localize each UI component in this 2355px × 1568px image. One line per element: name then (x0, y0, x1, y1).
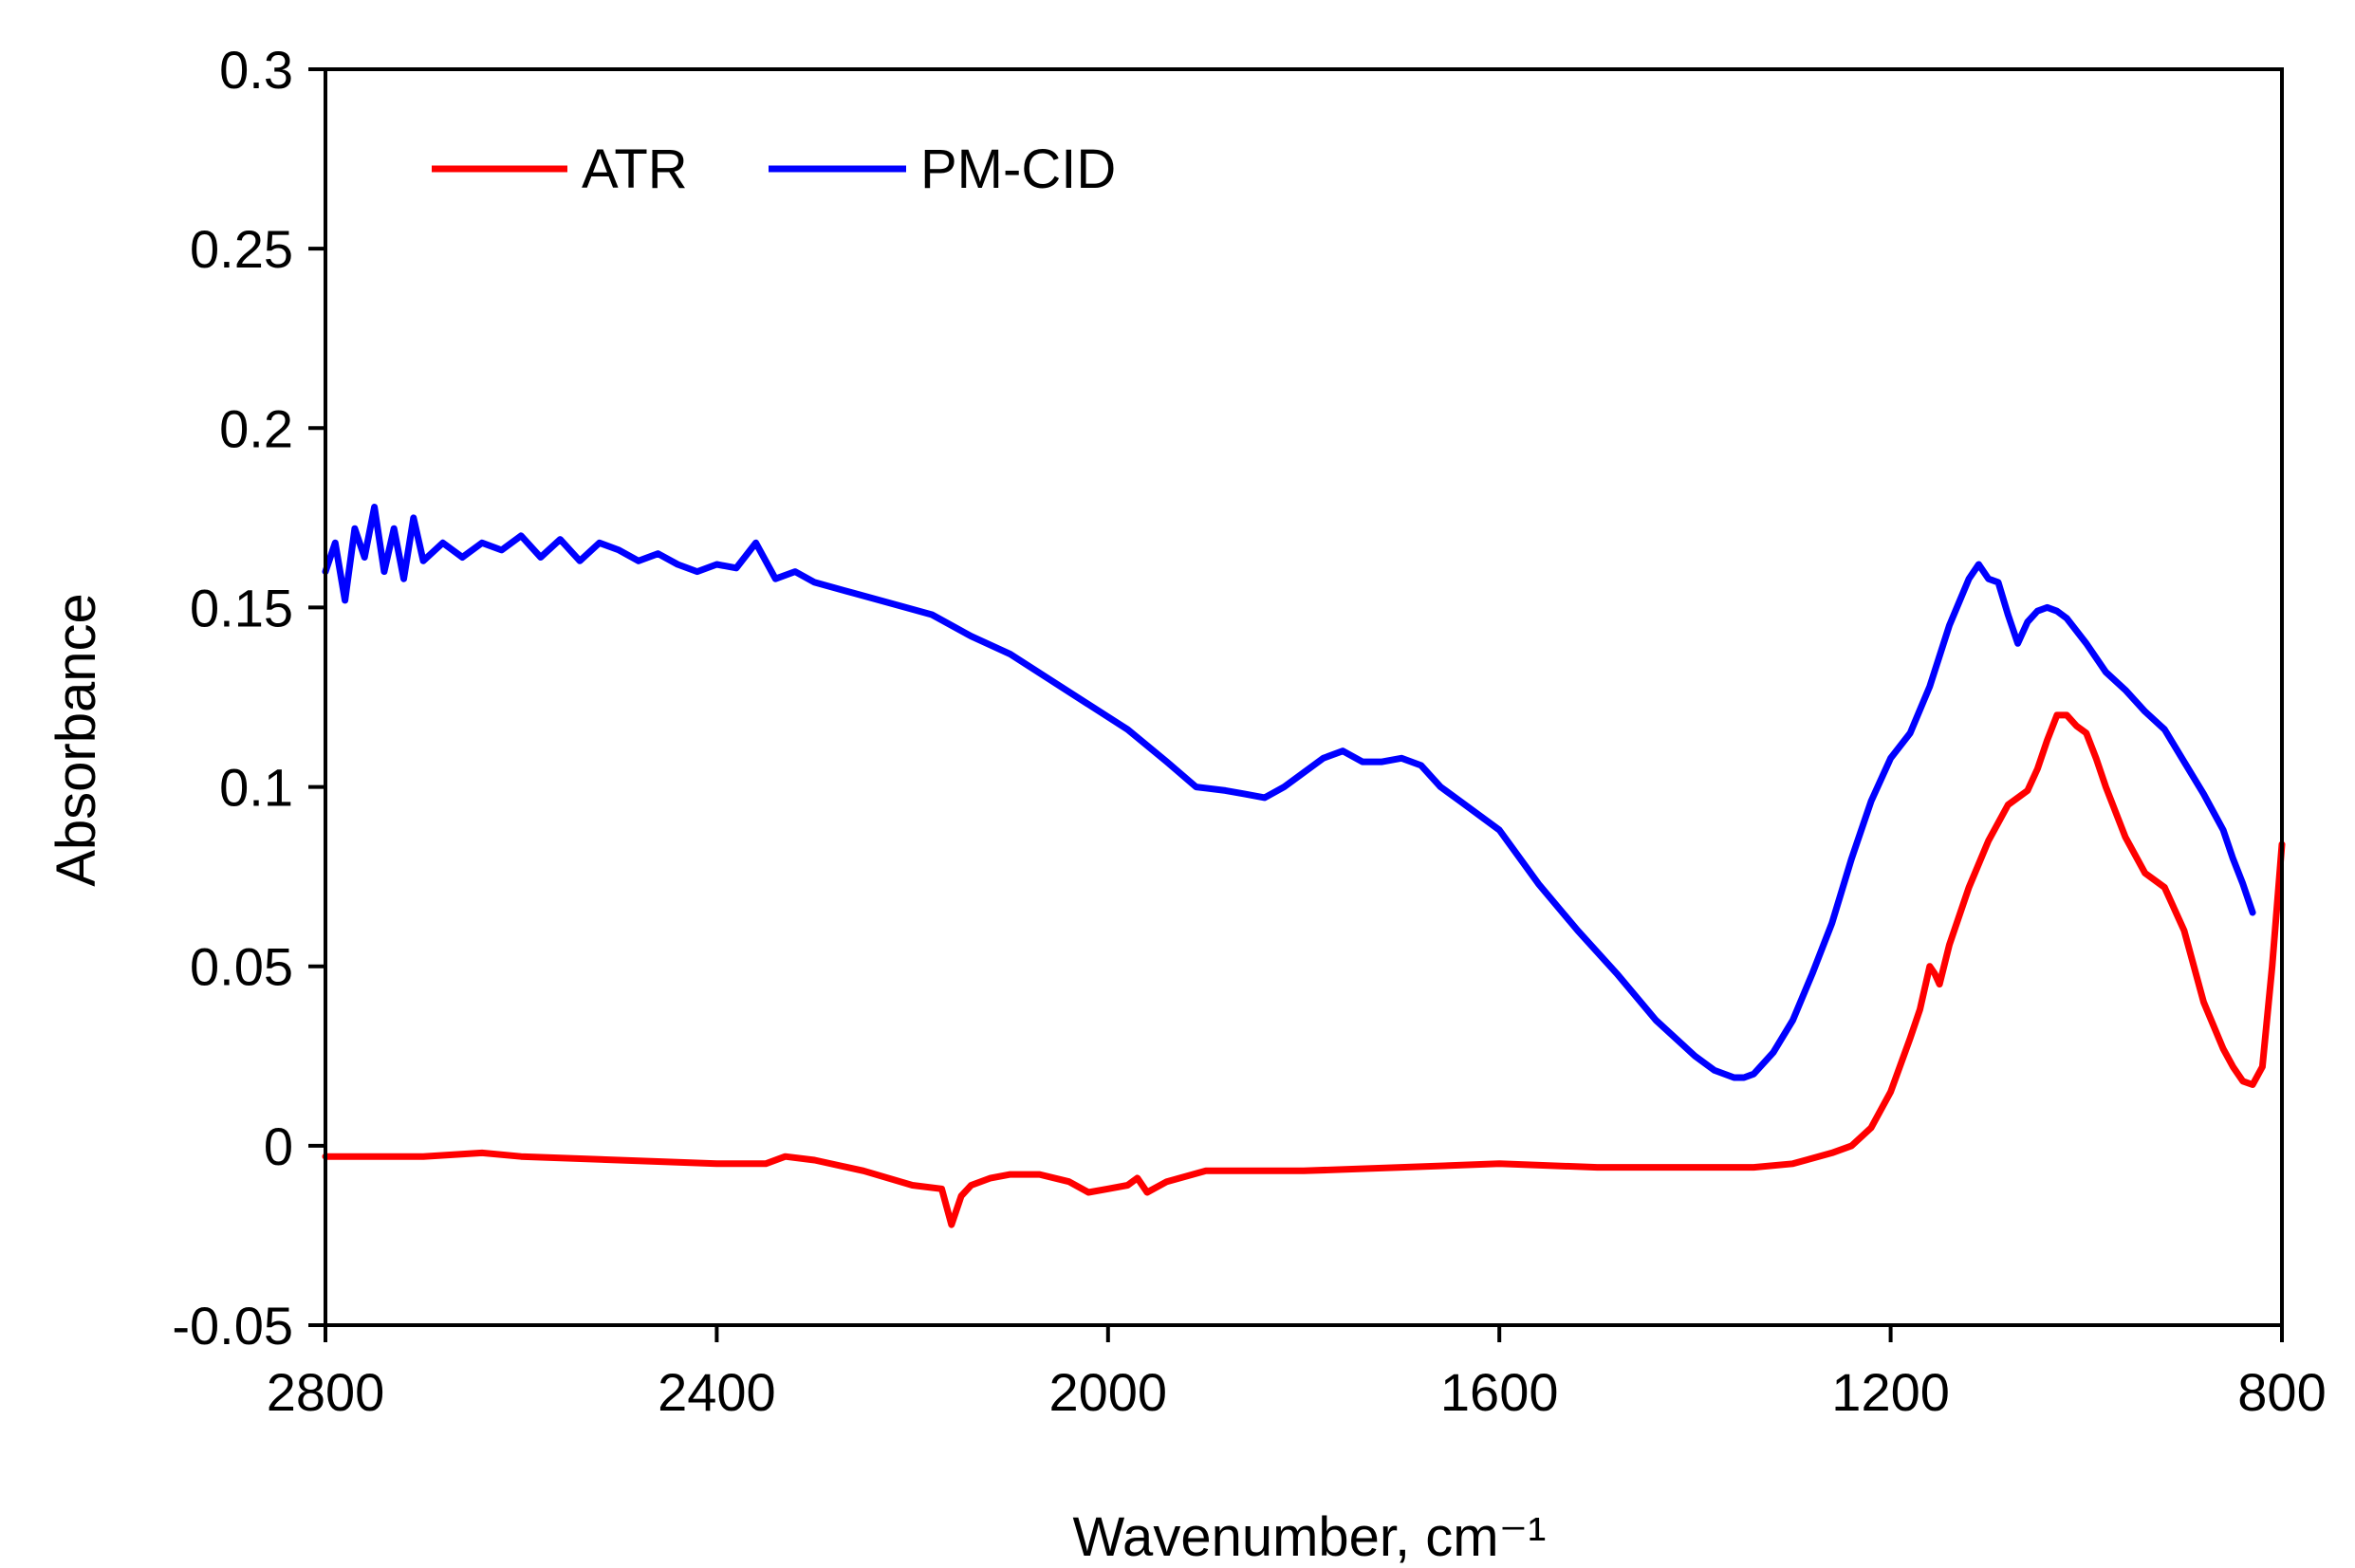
series-layer (322, 504, 2286, 1228)
legend-label-pm-cid: PM-CID (920, 138, 1116, 200)
series-line-atr (322, 711, 2286, 1228)
x-tick-label: 2000 (1049, 1362, 1168, 1422)
y-tick-label: -0.05 (172, 1296, 293, 1356)
y-tick-label: 0.25 (190, 219, 293, 279)
y-axis-title: Absorbance (46, 593, 107, 887)
y-tick-label: 0.3 (219, 40, 293, 100)
x-tick-label: 2400 (658, 1362, 776, 1422)
legend-label-atr: ATR (582, 138, 688, 200)
x-tick-label: 1600 (1440, 1362, 1559, 1422)
y-tick-label: 0.2 (219, 398, 293, 458)
series-line-pm-cid (322, 504, 2256, 1081)
plot-frame (324, 67, 2284, 1327)
y-tick-label: 0.1 (219, 758, 293, 818)
legend: ATR PM-CID (432, 138, 1116, 200)
axis-layer: -0.05 0 0.05 0.1 0.15 0.2 0.25 0.3 2800 2400 2000 1… (172, 40, 2326, 1422)
y-tick-label: 0 (264, 1116, 293, 1176)
x-tick-label: 1200 (1831, 1362, 1950, 1422)
y-tick-label: 0.05 (190, 937, 293, 997)
x-axis-title: Wavenumber, cm⁻¹ (1072, 1506, 1546, 1568)
x-tick-label: 2800 (267, 1362, 385, 1422)
x-tick-label: 800 (2237, 1362, 2326, 1422)
y-tick-label: 0.15 (190, 578, 293, 637)
